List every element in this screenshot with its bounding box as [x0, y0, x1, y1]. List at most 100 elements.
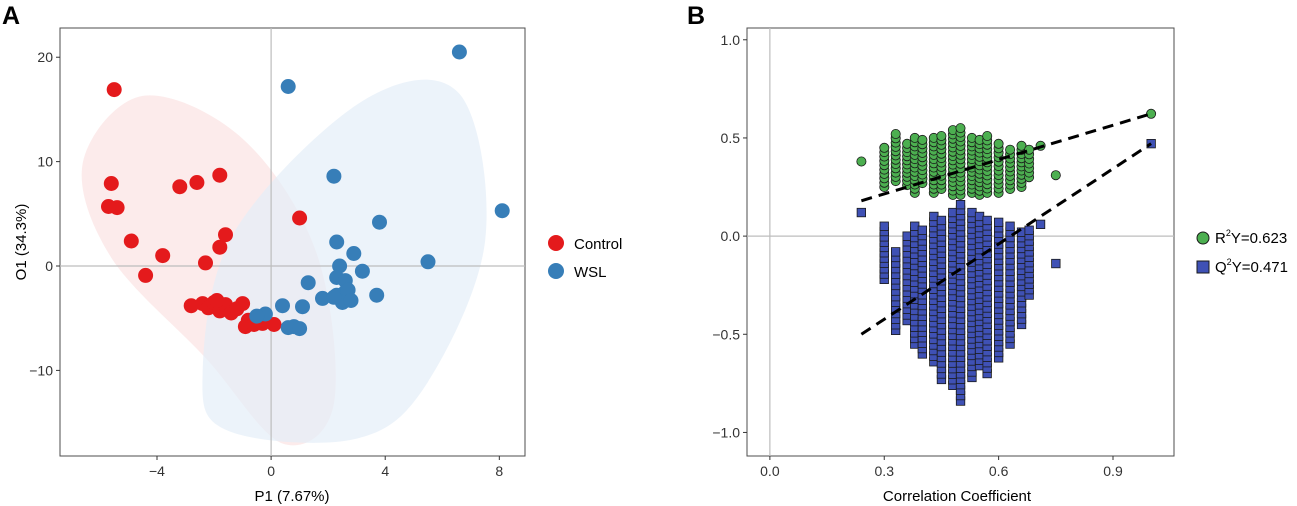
x-tick-label: 0 — [267, 463, 275, 479]
y-axis-ticks: −1.0 −0.5 0.0 0.5 1.0 — [712, 32, 747, 440]
control-point — [212, 167, 228, 183]
x-axis-ticks: −4 0 4 8 — [149, 456, 503, 479]
wsl-point — [280, 320, 296, 336]
wsl-point — [332, 258, 348, 274]
control-point — [209, 293, 225, 308]
control-point — [103, 176, 119, 191]
wsl-point — [354, 263, 370, 279]
r2y-observed-point — [1146, 108, 1157, 119]
wsl-point — [280, 79, 296, 94]
q2y-point — [936, 215, 947, 226]
y-tick-label: 0 — [45, 258, 53, 274]
wsl-point — [372, 214, 387, 230]
x-axis-label-a: P1 (7.67%) — [254, 488, 329, 505]
r2y-points — [856, 108, 1157, 200]
y-tick-label: 10 — [37, 154, 53, 170]
control-point — [101, 199, 116, 214]
x-tick-label: −4 — [149, 463, 165, 479]
legend-q2y-label: Q2Y=0.471 — [1215, 257, 1288, 276]
wsl-point — [300, 275, 316, 291]
wsl-point — [326, 289, 342, 305]
q2y-point — [879, 221, 889, 231]
wsl-point — [292, 321, 308, 337]
legend-r2y-sup: 2 — [1226, 228, 1231, 238]
y-tick-label: −0.5 — [712, 326, 740, 342]
legend-q2y-marker — [1196, 260, 1210, 274]
control-point — [106, 82, 122, 98]
pca-plot: −4 0 4 8 −10 0 10 20 P1 (7.67%) O1 (34.3%) Con… — [13, 27, 622, 505]
wsl-point — [249, 308, 265, 324]
q2y-point — [994, 217, 1004, 228]
y-tick-label: 0.0 — [721, 228, 741, 244]
control-point — [123, 233, 139, 249]
wsl-point — [451, 44, 467, 60]
wsl-point — [275, 298, 290, 314]
legend-wsl-label: WSL — [574, 264, 607, 281]
permutation-plot: 0.0 0.3 0.6 0.9 −1.0 −0.5 0.0 0.5 1.0 Correlati… — [712, 27, 1288, 505]
r2y-point — [856, 156, 867, 167]
wsl-point — [369, 287, 385, 303]
r2y-point — [1005, 144, 1016, 155]
legend-r2y-label: R2Y=0.623 — [1215, 228, 1287, 247]
legend-r2y-prefix: R — [1215, 230, 1226, 247]
q2y-point — [955, 199, 966, 210]
y-tick-label: −10 — [29, 362, 53, 378]
r2y-point — [936, 130, 947, 141]
control-point — [138, 267, 154, 283]
x-axis-label-b: Correlation Coefficient — [883, 488, 1032, 505]
control-point — [189, 175, 205, 190]
r2y-point — [955, 123, 966, 134]
legend-q2y-prefix: Q — [1215, 259, 1227, 276]
y-tick-label: 20 — [37, 49, 53, 65]
control-point — [292, 210, 308, 226]
x-axis-ticks: 0.0 0.3 0.6 0.9 — [760, 456, 1123, 479]
x-tick-label: 4 — [381, 463, 389, 479]
r2y-point — [982, 130, 993, 141]
control-point — [235, 296, 251, 312]
x-tick-label: 0.3 — [875, 463, 895, 479]
q2y-point — [891, 247, 901, 257]
wsl-point — [494, 203, 510, 219]
q2y-point — [856, 207, 866, 218]
panel-a-label: A — [2, 2, 20, 30]
legend-wsl-marker — [548, 263, 564, 279]
y-axis-label-a: O1 (34.3%) — [13, 204, 30, 281]
data-points — [101, 44, 510, 337]
control-point — [183, 298, 199, 314]
y-tick-label: 0.5 — [721, 130, 741, 146]
regression-lines — [860, 112, 1152, 336]
control-point — [172, 179, 188, 195]
legend-q2y-sup: 2 — [1227, 257, 1232, 267]
q2y-point — [1051, 258, 1061, 269]
legend-r2y-marker — [1196, 231, 1210, 245]
q2y-observed-point — [1146, 138, 1156, 149]
panel-b-label: B — [687, 2, 705, 30]
r2y-point — [879, 142, 890, 153]
q2y-point — [1005, 221, 1015, 231]
wsl-point — [420, 254, 436, 270]
wsl-point — [343, 293, 359, 308]
legend-r2y-suffix: Y=0.623 — [1231, 230, 1287, 247]
control-point — [266, 317, 282, 332]
control-point — [155, 248, 171, 264]
r2y-point — [1050, 170, 1061, 181]
legend-control-label: Control — [574, 236, 622, 253]
q2y-point — [1035, 219, 1046, 230]
q2y-points — [856, 138, 1156, 406]
wsl-point — [315, 290, 330, 306]
y-tick-label: −1.0 — [712, 424, 740, 440]
x-tick-label: 8 — [495, 463, 503, 479]
x-tick-label: 0.6 — [989, 463, 1009, 479]
control-point — [212, 239, 228, 255]
wsl-point — [295, 299, 310, 315]
x-tick-label: 0.9 — [1103, 463, 1123, 479]
q2y-point — [982, 215, 992, 226]
reference-lines — [60, 28, 525, 456]
wsl-point — [346, 246, 362, 261]
control-point — [198, 255, 213, 271]
r2y-point — [890, 128, 901, 139]
legend-a: Control WSL — [548, 235, 622, 281]
legend-q2y-suffix: Y=0.471 — [1232, 259, 1288, 276]
y-tick-label: 1.0 — [721, 32, 741, 48]
